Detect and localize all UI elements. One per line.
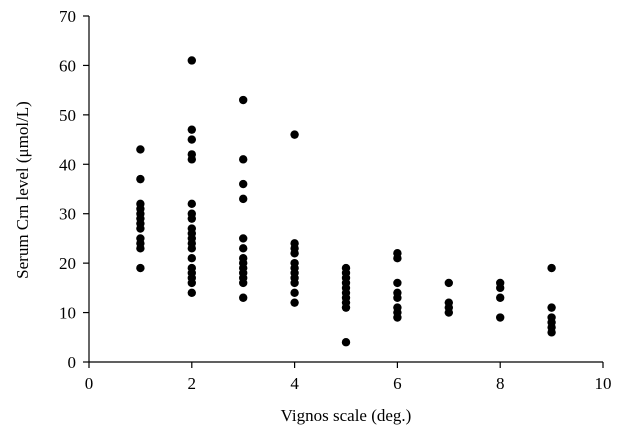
data-point-87 (547, 263, 556, 273)
y-axis-ticks: 0 10 20 30 40 50 60 70 (59, 7, 89, 372)
data-point-18 (187, 254, 196, 263)
x-tick-label-10: 10 (595, 374, 612, 393)
x-axis-title: Vignos scale (deg.) (281, 406, 412, 425)
data-point-55 (290, 130, 299, 139)
data-point-45 (290, 298, 299, 307)
data-point-13 (187, 288, 196, 297)
data-point-42 (239, 179, 248, 189)
data-point-1 (136, 263, 145, 273)
y-tick-label-50: 50 (59, 106, 76, 125)
data-points (136, 56, 556, 347)
x-tick-label-6: 6 (393, 374, 402, 393)
y-axis-title: Serum Crn level (μmol/L) (13, 101, 32, 279)
plot-area: 0 10 20 30 40 50 60 70 0 2 4 6 8 10 Serum Crn level … (13, 7, 612, 425)
data-point-41 (239, 194, 248, 204)
data-point-23 (187, 224, 196, 233)
data-point-12 (136, 145, 145, 154)
data-point-77 (444, 278, 453, 288)
data-point-31 (187, 56, 196, 65)
data-point-11 (136, 174, 145, 184)
data-point-54 (290, 239, 299, 248)
data-point-4 (136, 234, 145, 243)
data-point-40 (239, 234, 248, 243)
x-axis-ticks: 0 2 4 6 8 10 (85, 362, 612, 393)
data-point-68 (393, 303, 402, 312)
data-point-71 (393, 278, 402, 288)
data-point-39 (239, 244, 248, 253)
data-point-65 (341, 263, 351, 273)
data-point-17 (187, 263, 196, 273)
data-point-56 (341, 338, 351, 347)
y-tick-label-10: 10 (59, 304, 76, 323)
x-tick-label-0: 0 (85, 374, 94, 393)
data-point-38 (239, 254, 248, 263)
data-point-85 (547, 313, 556, 322)
data-point-79 (496, 293, 505, 302)
data-point-43 (239, 155, 248, 164)
data-point-51 (290, 258, 299, 268)
x-tick-label-8: 8 (496, 374, 505, 393)
data-point-26 (187, 199, 196, 209)
data-point-73 (393, 249, 402, 258)
data-point-76 (444, 298, 453, 307)
data-point-78 (496, 313, 505, 322)
data-point-70 (393, 288, 402, 297)
data-point-44 (239, 95, 248, 105)
data-point-30 (187, 125, 196, 134)
data-point-81 (496, 278, 505, 288)
x-tick-label-4: 4 (290, 374, 299, 393)
y-tick-label-40: 40 (59, 155, 76, 174)
data-point-32 (239, 293, 248, 302)
y-tick-label-60: 60 (59, 56, 76, 75)
data-point-10 (136, 199, 145, 209)
y-tick-label-70: 70 (59, 7, 76, 26)
y-tick-label-0: 0 (68, 353, 77, 372)
data-point-46 (290, 288, 299, 297)
y-tick-label-20: 20 (59, 254, 76, 273)
data-point-28 (187, 150, 196, 159)
y-tick-label-30: 30 (59, 205, 76, 224)
data-point-29 (187, 135, 196, 144)
x-tick-label-2: 2 (188, 374, 197, 393)
data-point-25 (187, 209, 196, 218)
data-point-86 (547, 303, 556, 312)
